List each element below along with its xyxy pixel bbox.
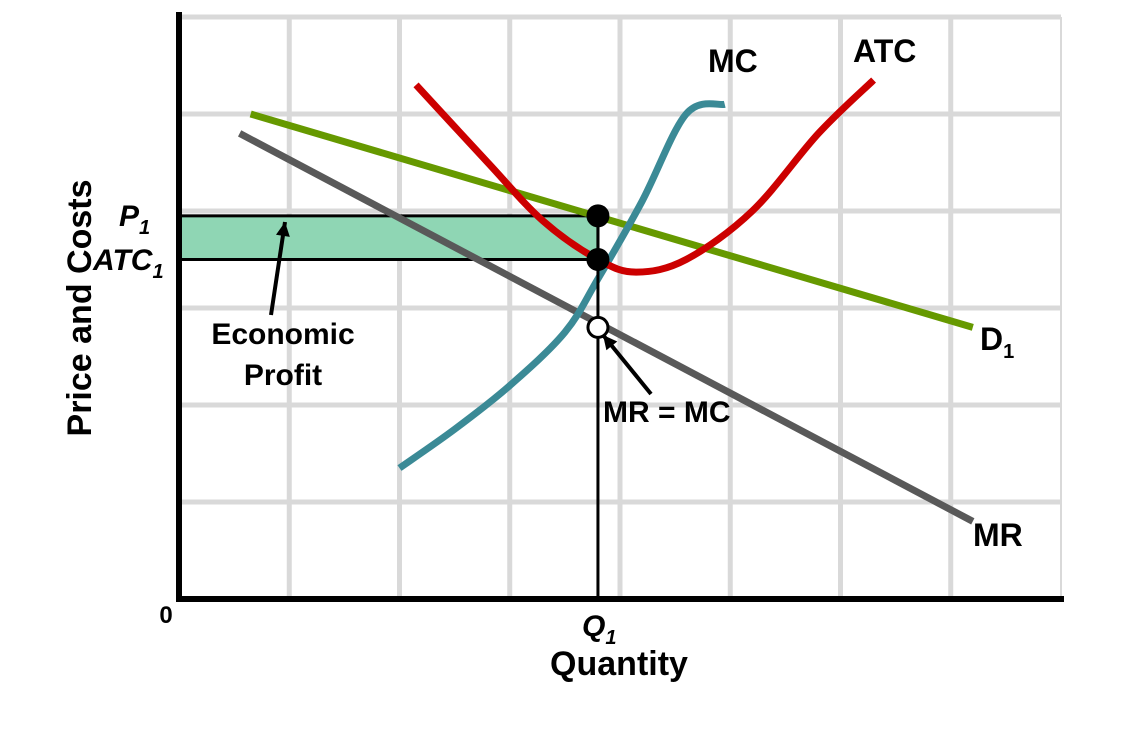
tick-label-p1: P1 (119, 200, 150, 239)
economic-profit-label-line1: Economic (211, 318, 354, 351)
economic-profit-label-line2: Profit (244, 359, 322, 392)
label-mc: MC (708, 43, 758, 79)
marker-point-1 (586, 204, 610, 228)
marker-point-3 (586, 315, 610, 339)
economic-profit-area (177, 214, 600, 262)
grid (179, 14, 1062, 599)
markers (586, 204, 610, 339)
curve-atc (413, 77, 877, 276)
annotation-arrows (269, 221, 653, 396)
curve-mc (397, 100, 726, 471)
origin-label: 0 (159, 602, 172, 629)
label-mr: MR (973, 517, 1023, 553)
mr-mc-arrow (601, 333, 653, 396)
label-atc: ATC (853, 33, 916, 69)
curve-d (249, 110, 974, 331)
mr-mc-arrow-head (603, 335, 618, 351)
label-d1: D1 (980, 321, 1014, 363)
economic-profit-arrow-shaft (269, 221, 287, 316)
x-axis-title: Quantity (550, 645, 688, 683)
tick-label-q1: Q1 (582, 610, 616, 649)
y-axis-title: Price and Costs (61, 180, 99, 437)
economic-profit-arrow-head (275, 222, 290, 237)
tick-label-atc1: ATC1 (92, 244, 164, 283)
marker-point-2 (586, 248, 610, 271)
curves (237, 77, 975, 525)
economic-profit-arrow (269, 221, 290, 316)
mr-equals-mc-label: MR = MC (603, 396, 731, 429)
